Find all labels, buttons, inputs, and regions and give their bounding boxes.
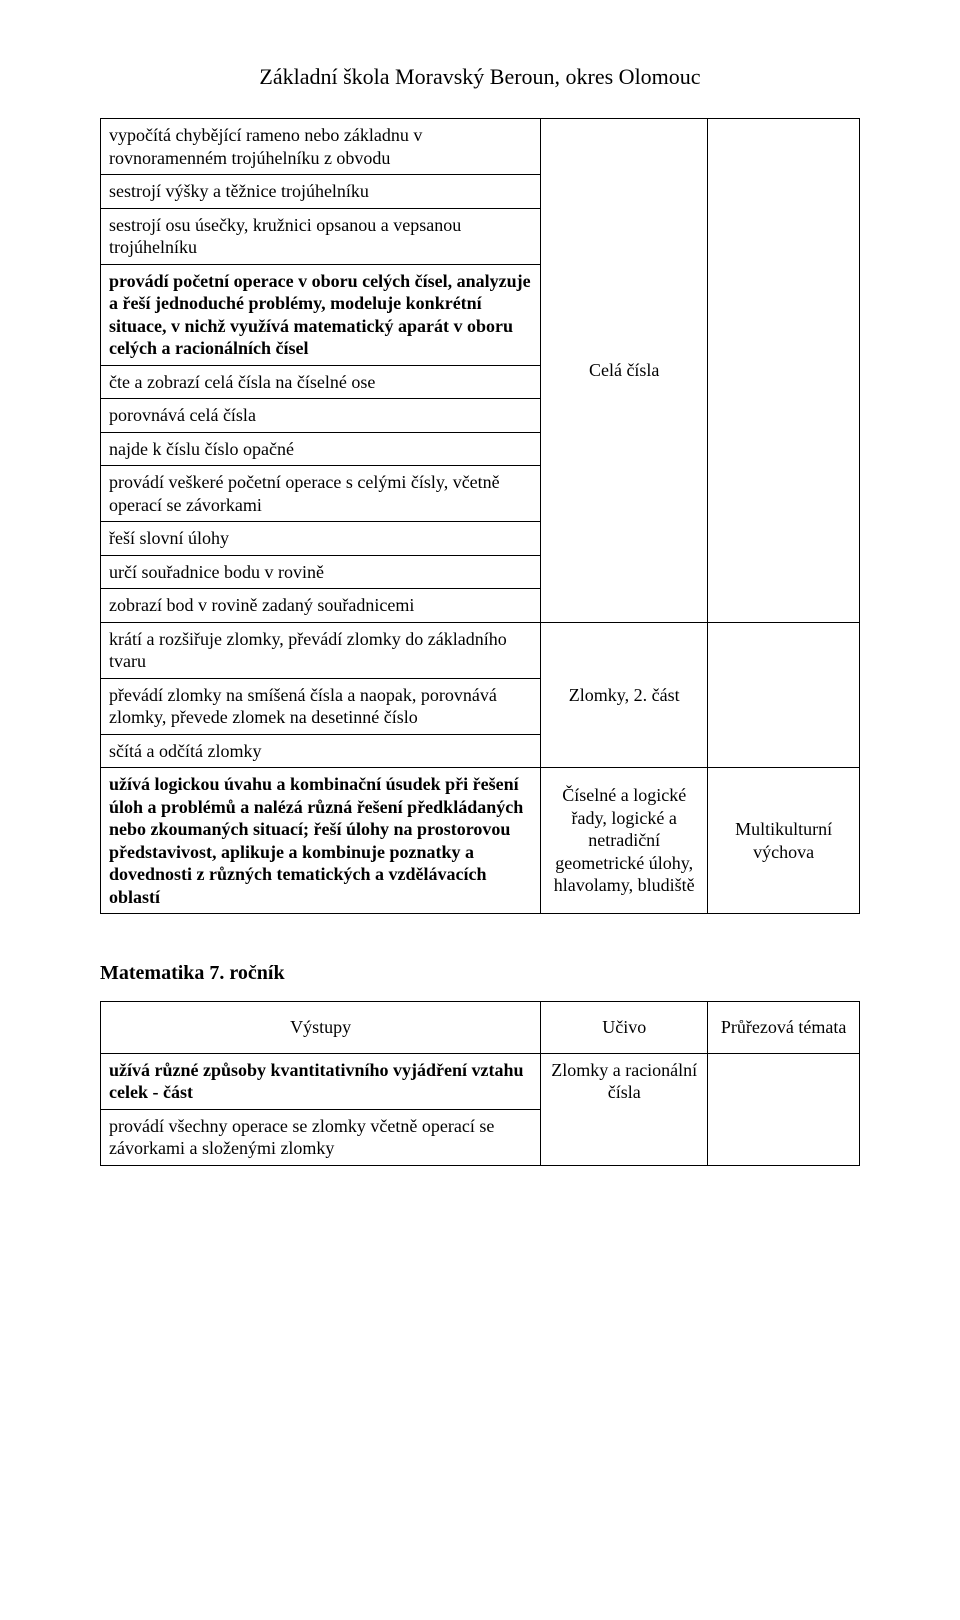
topic-cell: Celá čísla — [541, 119, 708, 623]
header-prurezova: Průřezová témata — [708, 1002, 860, 1054]
topic-cell: Zlomky, 2. část — [541, 622, 708, 768]
prurezove-cell — [708, 119, 860, 623]
vystup-cell: užívá logickou úvahu a kombinační úsudek… — [101, 768, 541, 914]
vystup-cell: provádí všechny operace se zlomky včetně… — [101, 1109, 541, 1165]
document-page: Základní škola Moravský Beroun, okres Ol… — [0, 0, 960, 1620]
vystup-cell: sčítá a odčítá zlomky — [101, 734, 541, 768]
table-row: užívá různé způsoby kvantitativního vyjá… — [101, 1053, 860, 1109]
vystup-cell: užívá různé způsoby kvantitativního vyjá… — [101, 1053, 541, 1109]
table-header-row: Výstupy Učivo Průřezová témata — [101, 1002, 860, 1054]
topic-cell: Zlomky a racionální čísla — [541, 1053, 708, 1165]
topic-cell: Číselné a logické řady, logické a netrad… — [541, 768, 708, 914]
vystup-cell: provádí veškeré početní operace s celými… — [101, 466, 541, 522]
vystup-cell: sestrojí výšky a těžnice trojúhelníku — [101, 175, 541, 209]
prurezove-cell: Multikulturní výchova — [708, 768, 860, 914]
vystup-cell: provádí početní operace v oboru celých č… — [101, 264, 541, 365]
vystup-cell: krátí a rozšiřuje zlomky, převádí zlomky… — [101, 622, 541, 678]
prurezove-cell — [708, 622, 860, 768]
vystup-cell: převádí zlomky na smíšená čísla a naopak… — [101, 678, 541, 734]
header-ucivo: Učivo — [541, 1002, 708, 1054]
curriculum-table-2: Výstupy Učivo Průřezová témata užívá růz… — [100, 1001, 860, 1166]
vystup-cell: sestrojí osu úsečky, kružnici opsanou a … — [101, 208, 541, 264]
table-row: užívá logickou úvahu a kombinační úsudek… — [101, 768, 860, 914]
table-row: vypočítá chybějící rameno nebo základnu … — [101, 119, 860, 175]
vystup-cell: porovnává celá čísla — [101, 399, 541, 433]
curriculum-table-1: vypočítá chybějící rameno nebo základnu … — [100, 118, 860, 914]
vystup-cell: čte a zobrazí celá čísla na číselné ose — [101, 365, 541, 399]
vystup-cell: najde k číslu číslo opačné — [101, 432, 541, 466]
section-heading: Matematika 7. ročník — [100, 962, 860, 985]
vystup-cell: řeší slovní úlohy — [101, 522, 541, 556]
vystup-cell: vypočítá chybějící rameno nebo základnu … — [101, 119, 541, 175]
header-vystupy: Výstupy — [101, 1002, 541, 1054]
vystup-cell: určí souřadnice bodu v rovině — [101, 555, 541, 589]
table-row: krátí a rozšiřuje zlomky, převádí zlomky… — [101, 622, 860, 678]
vystup-cell: zobrazí bod v rovině zadaný souřadnicemi — [101, 589, 541, 623]
page-title: Základní škola Moravský Beroun, okres Ol… — [100, 64, 860, 90]
prurezove-cell — [708, 1053, 860, 1165]
